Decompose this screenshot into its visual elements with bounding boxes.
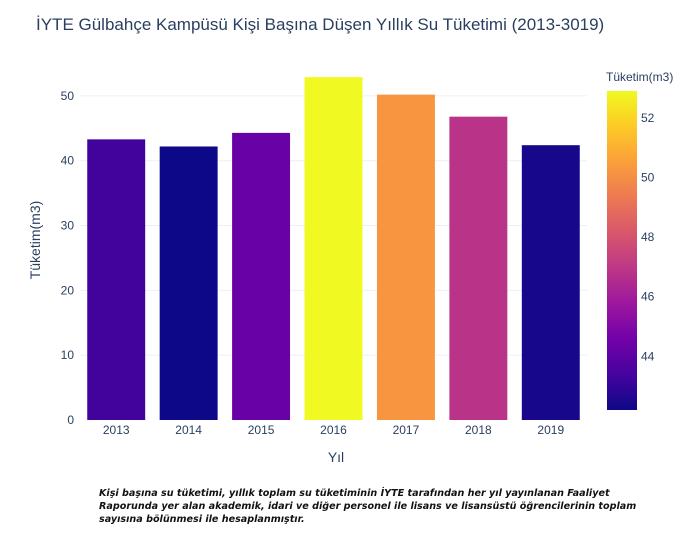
colorbar-tick-label: 50	[641, 170, 655, 184]
colorbar-tick-label: 46	[641, 290, 655, 304]
colorbar-ticks: 44 46 48 50 52	[641, 111, 655, 364]
y-tick-label: 10	[61, 348, 75, 362]
bar-2016	[304, 77, 363, 420]
y-tick-label: 0	[67, 413, 74, 427]
footnote: Kişi başına su tüketimi, yıllık toplam s…	[99, 488, 637, 525]
y-tick-label: 20	[61, 283, 75, 297]
bars	[87, 77, 580, 421]
bar-2014	[159, 146, 218, 420]
bar-2013	[87, 139, 146, 420]
x-tick-label: 2017	[393, 423, 420, 437]
bar-2019	[521, 145, 580, 420]
colorbar-title: Tüketim(m3)	[606, 70, 673, 84]
chart-title: İYTE Gülbahçe Kampüsü Kişi Başına Düşen …	[36, 15, 604, 34]
colorbar-tick-label: 48	[641, 230, 655, 244]
x-axis-ticks: 2013 2014 2015 2016 2017 2018 2019	[103, 423, 565, 437]
colorbar-tick-label: 52	[641, 111, 655, 125]
x-tick-label: 2018	[465, 423, 492, 437]
bar-2018	[449, 116, 508, 421]
bar-2015	[232, 132, 291, 421]
x-tick-label: 2019	[537, 423, 564, 437]
x-tick-label: 2013	[103, 423, 130, 437]
x-tick-label: 2015	[248, 423, 275, 437]
y-tick-label: 50	[61, 89, 75, 103]
x-axis-title: Yıl	[328, 449, 344, 465]
y-tick-label: 30	[61, 219, 75, 233]
bar-2017	[376, 94, 435, 420]
x-tick-label: 2014	[175, 423, 202, 437]
colorbar: Tüketim(m3) 44 46 48 50 52	[606, 70, 673, 410]
y-tick-label: 40	[61, 154, 75, 168]
y-axis-ticks: 0 10 20 30 40 50	[61, 89, 75, 427]
colorbar-tick-label: 44	[641, 349, 655, 363]
x-tick-label: 2016	[320, 423, 347, 437]
y-axis-title: Tüketim(m3)	[27, 201, 43, 280]
colorbar-gradient	[607, 91, 637, 410]
